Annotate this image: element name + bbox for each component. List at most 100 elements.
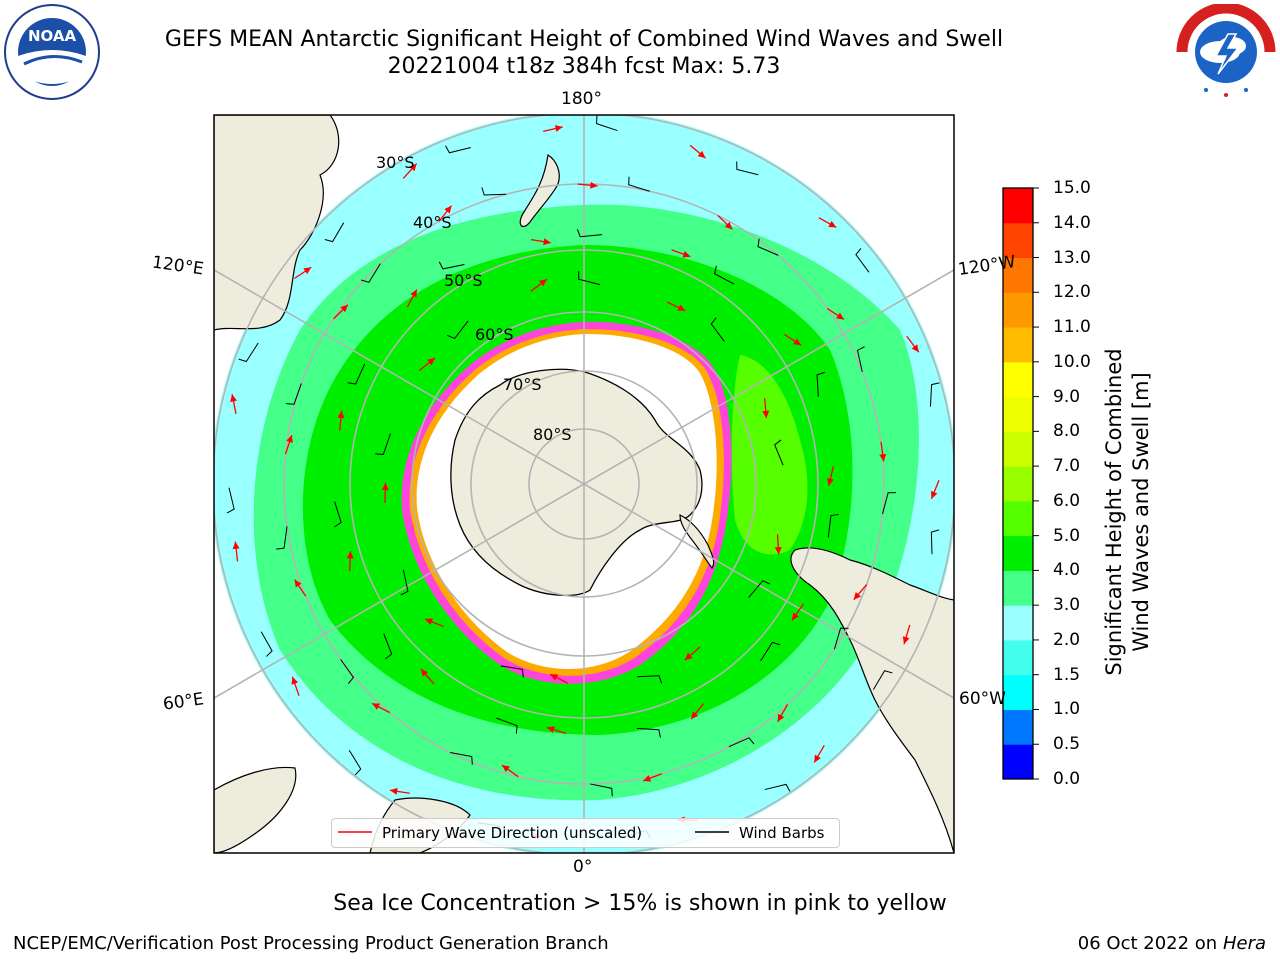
wind-barb <box>728 737 755 748</box>
wind-barb <box>710 317 725 342</box>
colorbar-tick-label: 6.0 <box>1053 490 1081 511</box>
lon-label-180: 180° <box>561 89 602 109</box>
wind-barb <box>276 526 288 550</box>
wind-barb <box>856 346 865 372</box>
wind-barb <box>816 371 825 397</box>
colorbar-title-line2: Wind Waves and Swell [m] <box>1129 372 1153 652</box>
wave-arrow-head <box>697 150 706 159</box>
wave-arrow-head <box>791 612 799 621</box>
wind-barb <box>383 633 393 660</box>
wave-arrow-head <box>826 478 834 486</box>
wind-barb <box>637 675 663 684</box>
wave-arrow-head <box>303 267 312 275</box>
noaa-logo: NOAA <box>4 4 100 100</box>
wind-barb <box>833 627 849 650</box>
lat-label-60s: 60°S <box>475 325 514 344</box>
wave-arrow-head <box>590 181 598 189</box>
wave-arrow-head <box>372 703 381 710</box>
wave-arrow-head <box>291 676 299 685</box>
wind-barb <box>590 783 613 797</box>
wave-arrow-head <box>427 357 435 366</box>
wave-arrow-head <box>879 453 887 462</box>
wave-arrow-head <box>539 279 547 287</box>
lat-label-30s: 30°S <box>376 153 415 172</box>
wave-arrow-head <box>902 636 910 645</box>
new-zealand-land <box>519 154 560 227</box>
colorbar-segment <box>1003 744 1033 780</box>
wind-barb <box>340 659 355 684</box>
map-legend: Primary Wave Direction (unscaled) Wind B… <box>331 818 840 848</box>
wave-arrow-head <box>836 312 845 320</box>
lon-label-60w: 60°W <box>959 689 1006 709</box>
wave-arrow-head <box>643 775 652 782</box>
wind-barb <box>576 229 603 238</box>
colorbar-segment <box>1003 361 1033 398</box>
wind-barb <box>596 115 618 132</box>
wind-barb <box>361 263 381 283</box>
colorbar-tick-label: 12.0 <box>1053 282 1091 303</box>
lat-label-40s: 40°S <box>413 213 452 232</box>
graticule <box>214 115 954 853</box>
colorbar-segment <box>1003 222 1033 259</box>
wave-arrow-head <box>724 221 733 230</box>
wind-barb <box>447 320 469 340</box>
colorbar-segment <box>1003 466 1033 502</box>
wave-arrow-head <box>410 289 417 298</box>
colorbar-tick-label: 0.5 <box>1053 734 1081 755</box>
wave-arrow-head <box>814 754 821 763</box>
wind-barb <box>445 145 471 154</box>
lon-label-0: 0° <box>573 857 593 877</box>
wind-barb <box>764 783 791 792</box>
wind-barb <box>347 363 366 385</box>
wind-barb <box>757 238 779 256</box>
wave-arrow-head <box>777 713 785 722</box>
colorbar-tick-label: 1.0 <box>1053 699 1081 720</box>
wind-barb <box>714 265 735 285</box>
wind-barb <box>496 717 518 734</box>
wind-barb <box>930 529 940 555</box>
wave-arrow-head <box>389 787 398 795</box>
colorbar-segment <box>1003 639 1033 676</box>
wave-arrow-head <box>337 410 345 419</box>
wind-barb <box>872 670 893 690</box>
sea-ice-caption: Sea Ice Concentration > 15% is shown in … <box>333 891 947 916</box>
wind-barb <box>324 222 345 243</box>
wave-arrow-head <box>444 205 452 214</box>
wind-barb <box>500 665 524 678</box>
wind-barb <box>855 248 870 273</box>
footer-date: 06 Oct 2022 on Hera <box>1078 933 1266 954</box>
wind-barb <box>286 383 302 405</box>
colorbar-segment <box>1003 674 1033 710</box>
wave-arrow-head <box>677 304 686 311</box>
wave-arrow-head <box>232 541 240 550</box>
wave-arrow-head <box>346 551 354 559</box>
wind-barb <box>450 751 473 765</box>
wind-barb <box>636 727 661 738</box>
wave-arrow-head <box>294 579 302 588</box>
colorbar-title: Significant Height of Combined Wind Wave… <box>1101 332 1155 692</box>
wave-arrow-head <box>381 482 389 491</box>
wave-arrow-head <box>828 220 837 228</box>
colorbar-tick-label: 3.0 <box>1053 595 1081 616</box>
wave-arrow-head <box>930 490 938 499</box>
wave-arrow-head <box>230 394 237 402</box>
wind-barb <box>748 580 771 598</box>
colorbar-segment <box>1003 431 1033 467</box>
wave-arrow-head <box>420 668 429 677</box>
legend-wind-barbs: Wind Barbs <box>739 824 825 842</box>
credit-text: NCEP/EMC/Verification Post Processing Pr… <box>13 933 609 954</box>
wind-barb <box>260 631 273 657</box>
legend-wave-direction: Primary Wave Direction (unscaled) <box>382 824 643 842</box>
wind-barb <box>238 342 259 363</box>
wave-arrow-head <box>793 338 802 346</box>
lat-label-70s: 70°S <box>503 375 542 394</box>
wind-barb <box>760 641 781 662</box>
wind-barb <box>334 501 342 528</box>
wave-arrow-head <box>691 711 699 720</box>
wind-barb <box>400 569 409 596</box>
colorbar-tick-label: 10.0 <box>1053 351 1091 372</box>
wind-barb <box>736 161 759 176</box>
wave-arrow-head <box>425 618 434 625</box>
wind-barb <box>827 513 839 538</box>
colorbar <box>1003 187 1039 780</box>
